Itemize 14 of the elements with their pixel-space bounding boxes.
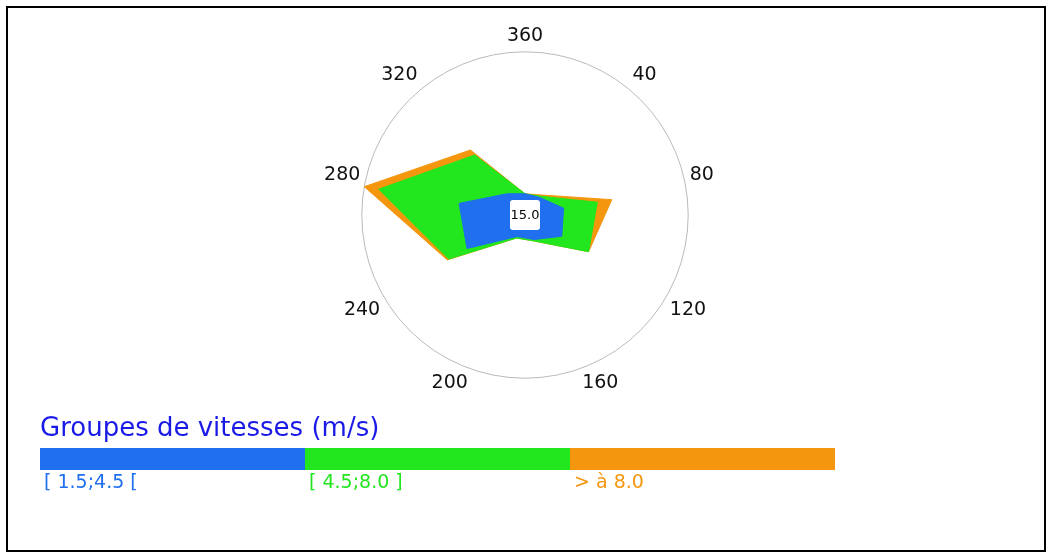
text: [ 1.5;4.5 [ [43,470,139,492]
spoke-label: 160 [582,370,619,393]
spoke-label: 320 [381,62,418,85]
spoke-label: 40 [632,62,657,85]
spoke-label: 280 [324,161,361,184]
text: [ 4.5;8.0 ] [308,470,404,492]
spoke-label: 120 [669,296,707,319]
spoke-label: 80 [689,161,714,184]
spoke-label: 240 [343,296,381,319]
spoke-label: 200 [431,370,468,393]
text: > à 8.0 [573,470,645,492]
calm-label: 15.0 [510,200,540,230]
spoke-label: 360 [506,23,544,46]
legend-title: Groupes de vitesses (m/s) [40,412,381,442]
